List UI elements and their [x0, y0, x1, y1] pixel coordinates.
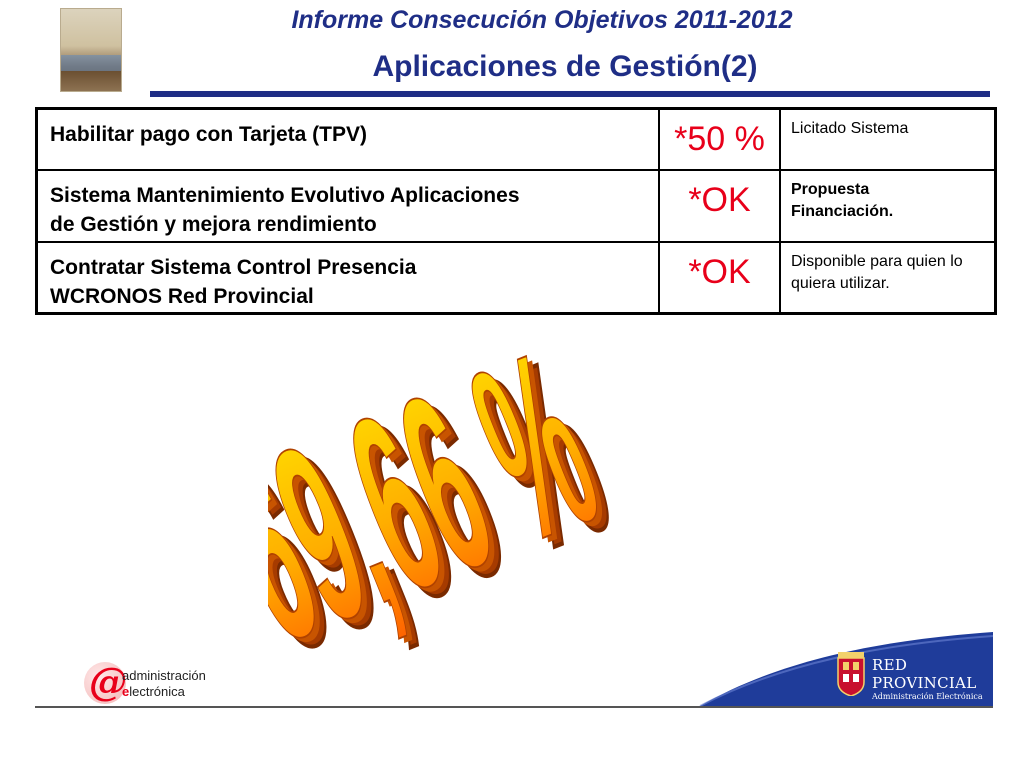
cover-landscape: [61, 71, 121, 91]
status-cell: *50 %: [658, 107, 781, 171]
table-row: Sistema Mantenimiento Evolutivo Aplicaci…: [35, 168, 997, 243]
note-text: Propuesta: [791, 180, 870, 198]
status-cell: *OK: [658, 168, 781, 243]
at-sign-icon: @: [84, 659, 127, 704]
logo-subtitle: Administración Electrónica: [872, 692, 983, 701]
note-cell: Disponible para quien lo quiera utilizar…: [779, 240, 997, 315]
note-text: quiera utilizar.: [791, 274, 890, 292]
logo-provincial: PROVINCIAL: [872, 674, 977, 692]
task-cell: Habilitar pago con Tarjeta (TPV): [35, 107, 660, 171]
logo-line-2-rest: lectrónica: [129, 684, 185, 699]
note-text: Disponible para quien lo: [791, 252, 963, 270]
overall-percentage-wordart: 69,66 % 69,66 % 69,66 %: [268, 300, 640, 680]
task-cell: Sistema Mantenimiento Evolutivo Aplicaci…: [35, 168, 660, 243]
provincial-crest-icon: [837, 652, 865, 696]
note-cell: Propuesta Financiación.: [779, 168, 997, 243]
task-text: Sistema Mantenimiento Evolutivo Aplicaci…: [50, 183, 520, 207]
title-underline: [150, 91, 990, 97]
table-row: Habilitar pago con Tarjeta (TPV) *50 % L…: [35, 107, 997, 171]
note-text: Licitado Sistema: [791, 120, 909, 137]
objectives-table: Habilitar pago con Tarjeta (TPV) *50 % L…: [35, 107, 997, 315]
red-provincial-logo: RED PROVINCIAL Administración Electrónic…: [836, 652, 996, 701]
cover-band: [61, 55, 121, 75]
administracion-electronica-logo: @ administración electrónica: [84, 659, 224, 704]
page-title: Informe Consecución Objetivos 2011-2012: [291, 6, 793, 34]
note-text: Financiación.: [791, 202, 894, 220]
task-text: WCRONOS Red Provincial: [50, 284, 314, 308]
logo-e-letter: e: [122, 684, 130, 699]
logo-red: RED: [872, 656, 908, 674]
report-cover-thumbnail: [60, 8, 122, 92]
table-row: Contratar Sistema Control Presencia WCRO…: [35, 240, 997, 315]
task-text: Contratar Sistema Control Presencia: [50, 255, 417, 279]
logo-line-1: administración: [122, 668, 206, 683]
task-text: Habilitar pago con Tarjeta (TPV): [50, 123, 367, 146]
wordart-face: 69,66 %: [268, 300, 627, 680]
page-subtitle: Aplicaciones de Gestión(2): [372, 50, 758, 83]
at-symbol: @: [89, 659, 127, 704]
note-cell: Licitado Sistema: [779, 107, 997, 171]
status-cell: *OK: [658, 240, 781, 315]
task-cell: Contratar Sistema Control Presencia WCRO…: [35, 240, 660, 315]
footer-divider: [35, 706, 993, 708]
logo-line-2: electrónica: [122, 684, 185, 699]
task-text: de Gestión y mejora rendimiento: [50, 212, 377, 236]
